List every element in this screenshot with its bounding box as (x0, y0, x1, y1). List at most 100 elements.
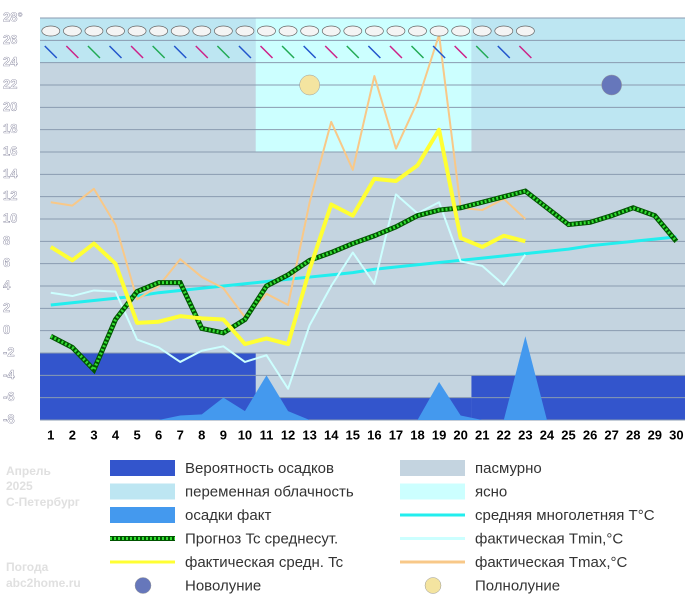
x-tick-label: 28 (626, 427, 640, 442)
wind-arrow (367, 45, 381, 59)
series-line (50, 193, 527, 390)
y-tick-label: 2 (3, 300, 10, 315)
wind-arrow (87, 45, 101, 59)
legend-swatch (110, 507, 175, 523)
y-tick-label: -2 (3, 344, 15, 359)
y-tick-label: 8 (3, 233, 10, 248)
wind-arrow (432, 45, 446, 59)
y-tick-label: 22 (3, 76, 17, 91)
x-tick-label: 11 (260, 427, 274, 442)
y-tick-label: 28° (3, 9, 23, 24)
wind-arrow (259, 45, 274, 59)
series-line (50, 33, 527, 319)
x-tick-label: 9 (220, 427, 227, 442)
y-tick-label: 16 (3, 143, 17, 158)
x-tick-label: 18 (410, 427, 424, 442)
weather-icon (84, 25, 104, 37)
wind-arrow (410, 45, 425, 59)
x-tick-label: 23 (518, 427, 532, 442)
weather-icon (106, 25, 125, 37)
x-tick-label: 3 (90, 427, 97, 442)
weather-icon (451, 25, 471, 37)
weather-icon (300, 25, 319, 37)
x-tick-label: 5 (133, 427, 140, 442)
weather-icon (257, 25, 276, 37)
legend-swatch (424, 577, 442, 594)
legend-swatch (134, 577, 152, 594)
legend-label: Полнолуние (475, 577, 560, 594)
legend-label: фактическая средн. Tc (185, 554, 344, 571)
weather-icon (343, 25, 363, 37)
weather-icon (149, 25, 168, 37)
x-tick-label: 21 (475, 427, 489, 442)
legend-swatch (400, 460, 465, 476)
wind-arrow (324, 45, 338, 59)
legend-swatch (110, 483, 175, 500)
weather-icon (429, 25, 449, 37)
x-tick-label: 4 (112, 427, 120, 442)
wind-arrow (346, 45, 360, 59)
sky-band (471, 18, 685, 130)
legend-swatch (110, 460, 175, 476)
side-text: abc2home.ru (6, 576, 81, 590)
moon (601, 74, 622, 96)
y-tick-label: 20 (3, 99, 17, 114)
wind-arrow (281, 45, 295, 59)
weather-icon (365, 25, 384, 37)
y-tick-label: 10 (3, 210, 17, 225)
x-tick-label: 2 (69, 427, 76, 442)
weather-icon (127, 25, 147, 37)
legend-swatch (400, 483, 465, 500)
legend-label: фактическая Tmax,°C (475, 554, 628, 571)
x-tick-label: 16 (367, 427, 381, 442)
legend-label: переменная облачность (185, 483, 354, 500)
wind-arrow (44, 45, 58, 59)
x-tick-label: 14 (324, 427, 339, 442)
x-tick-label: 7 (177, 427, 184, 442)
legend-label: пасмурно (475, 460, 542, 477)
wind-arrow (152, 45, 166, 59)
weather-icon (408, 25, 427, 37)
x-tick-label: 27 (604, 427, 618, 442)
weather-icon (41, 25, 61, 37)
wind-arrow (216, 45, 230, 59)
x-tick-label: 24 (540, 427, 555, 442)
weather-icon (321, 25, 341, 37)
x-tick-label: 22 (497, 427, 511, 442)
legend-label: осадки факт (185, 507, 271, 524)
y-tick-label: 12 (3, 188, 17, 203)
weather-icon (386, 25, 406, 37)
x-tick-label: 26 (583, 427, 597, 442)
side-text: 2025 (6, 479, 33, 493)
x-tick-label: 29 (648, 427, 662, 442)
weather-icon (214, 25, 233, 37)
x-tick-label: 20 (453, 427, 467, 442)
legend-label: средняя многолетняя T°C (475, 507, 655, 524)
wind-arrow (238, 45, 252, 59)
side-text: Погода (6, 560, 49, 574)
x-tick-label: 25 (561, 427, 575, 442)
series-line (50, 235, 677, 307)
moon (299, 74, 320, 96)
x-tick-label: 1 (47, 427, 54, 442)
weather-icon (192, 25, 212, 37)
series-line (50, 189, 678, 373)
wind-arrow (389, 45, 403, 59)
side-text: С-Петербург (6, 495, 80, 509)
x-tick-label: 30 (669, 427, 683, 442)
wind-arrow (303, 45, 317, 59)
y-tick-label: 0 (3, 322, 10, 337)
weather-icon (472, 25, 492, 37)
x-tick-label: 6 (155, 427, 162, 442)
side-text: Апрель (6, 464, 51, 478)
y-tick-label: 24 (3, 54, 18, 69)
wind-arrow (454, 45, 468, 59)
x-tick-label: 12 (281, 427, 295, 442)
precip-probability (255, 397, 472, 420)
x-tick-label: 15 (346, 427, 360, 442)
x-tick-label: 13 (302, 427, 316, 442)
y-tick-label: -4 (3, 367, 15, 382)
weather-icon (235, 25, 255, 37)
x-tick-label: 17 (389, 427, 403, 442)
